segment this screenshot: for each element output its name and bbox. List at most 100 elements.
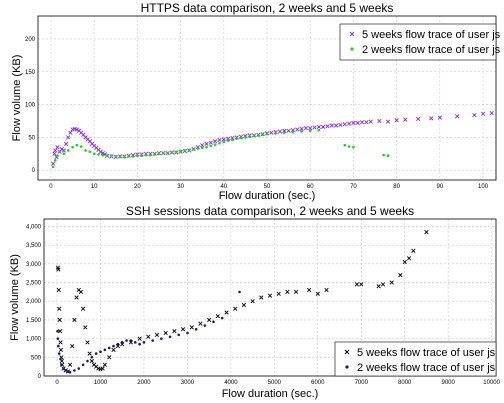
data-point xyxy=(224,310,229,315)
data-point xyxy=(120,341,124,344)
x-tick-label: 90 xyxy=(436,184,443,190)
data-point xyxy=(172,329,177,334)
data-point xyxy=(212,320,215,324)
data-point xyxy=(194,327,198,331)
data-point xyxy=(52,151,57,156)
data-point xyxy=(174,150,178,154)
data-point xyxy=(218,141,221,145)
data-point xyxy=(429,116,434,121)
data-point xyxy=(293,289,299,295)
data-point xyxy=(125,339,128,342)
y-tick-label: 50 xyxy=(28,135,35,141)
data-point xyxy=(107,346,111,350)
x-tick-label: 3000 xyxy=(181,380,195,386)
data-point xyxy=(60,363,63,367)
data-point xyxy=(81,363,85,367)
data-point xyxy=(107,355,112,360)
x-tick-label: 70 xyxy=(350,184,357,190)
data-point xyxy=(137,336,142,341)
data-point xyxy=(299,126,304,131)
data-point xyxy=(136,154,139,158)
y-tick-label: 100 xyxy=(25,103,36,109)
data-point xyxy=(368,119,373,124)
data-point xyxy=(114,155,118,158)
y-axis-label: Flow volume (KB) xyxy=(11,55,23,142)
data-point xyxy=(187,148,191,152)
data-point xyxy=(238,290,241,294)
data-point xyxy=(346,121,352,126)
data-point xyxy=(402,259,407,265)
data-point xyxy=(259,295,264,300)
data-point xyxy=(398,272,403,278)
data-point xyxy=(111,347,116,352)
data-point xyxy=(235,137,239,140)
data-point xyxy=(198,321,203,326)
data-point xyxy=(226,139,230,142)
data-point xyxy=(57,329,63,334)
data-point xyxy=(170,151,174,154)
data-point xyxy=(78,289,84,295)
data-point xyxy=(127,155,131,158)
data-point xyxy=(142,341,146,344)
data-point xyxy=(377,118,382,124)
data-point xyxy=(203,324,207,327)
y-tick-label: 2,000 xyxy=(26,299,42,305)
data-point xyxy=(58,150,61,154)
data-point xyxy=(355,120,360,126)
data-point xyxy=(231,138,234,142)
data-point xyxy=(489,110,494,116)
data-point xyxy=(94,352,98,355)
data-point xyxy=(265,132,269,136)
data-point xyxy=(58,347,64,352)
data-point xyxy=(382,153,385,157)
data-point xyxy=(334,123,339,128)
data-point xyxy=(62,152,66,156)
data-point xyxy=(75,143,79,147)
data-point xyxy=(59,357,62,361)
data-point xyxy=(71,145,74,149)
data-point xyxy=(454,114,460,119)
data-point xyxy=(133,341,137,344)
data-point xyxy=(116,342,120,346)
data-point xyxy=(138,342,141,346)
data-point xyxy=(416,116,421,122)
data-point xyxy=(239,136,243,140)
data-point xyxy=(123,155,126,159)
data-point xyxy=(177,333,181,337)
data-point xyxy=(100,366,105,371)
data-point xyxy=(97,153,100,156)
data-point xyxy=(128,340,134,345)
y-tick-label: 3,500 xyxy=(26,243,42,249)
data-point xyxy=(103,348,107,352)
x-tick-label: 0 xyxy=(49,184,53,190)
data-point xyxy=(389,280,394,285)
y-tick-label: 150 xyxy=(25,70,36,76)
data-point xyxy=(74,295,79,300)
data-point xyxy=(58,340,63,345)
data-point xyxy=(66,149,70,152)
data-point xyxy=(98,149,103,154)
data-point xyxy=(222,140,226,144)
series-1 xyxy=(55,229,429,374)
data-point xyxy=(205,145,208,149)
data-point xyxy=(257,134,260,137)
data-point xyxy=(53,159,57,162)
data-point xyxy=(153,153,156,156)
data-point xyxy=(359,120,365,125)
data-point xyxy=(244,136,247,139)
data-point xyxy=(92,152,96,156)
data-point xyxy=(89,358,94,364)
data-point xyxy=(100,150,105,156)
data-point xyxy=(157,152,161,156)
data-point xyxy=(102,362,107,367)
data-point xyxy=(62,367,65,370)
legend-label: 2 weeks flow trace of user js xyxy=(362,44,501,56)
data-point xyxy=(66,370,70,373)
x-tick-label: 60 xyxy=(307,184,314,190)
legend: 5 weeks flow trace of user js 2 weeks flo… xyxy=(339,23,501,61)
data-point xyxy=(90,356,94,359)
data-point xyxy=(220,316,224,320)
chart-title: HTTPS data comparison, 2 weeks and 5 wee… xyxy=(141,1,394,15)
x-tick-label: 8000 xyxy=(398,380,412,386)
data-point xyxy=(316,124,321,129)
